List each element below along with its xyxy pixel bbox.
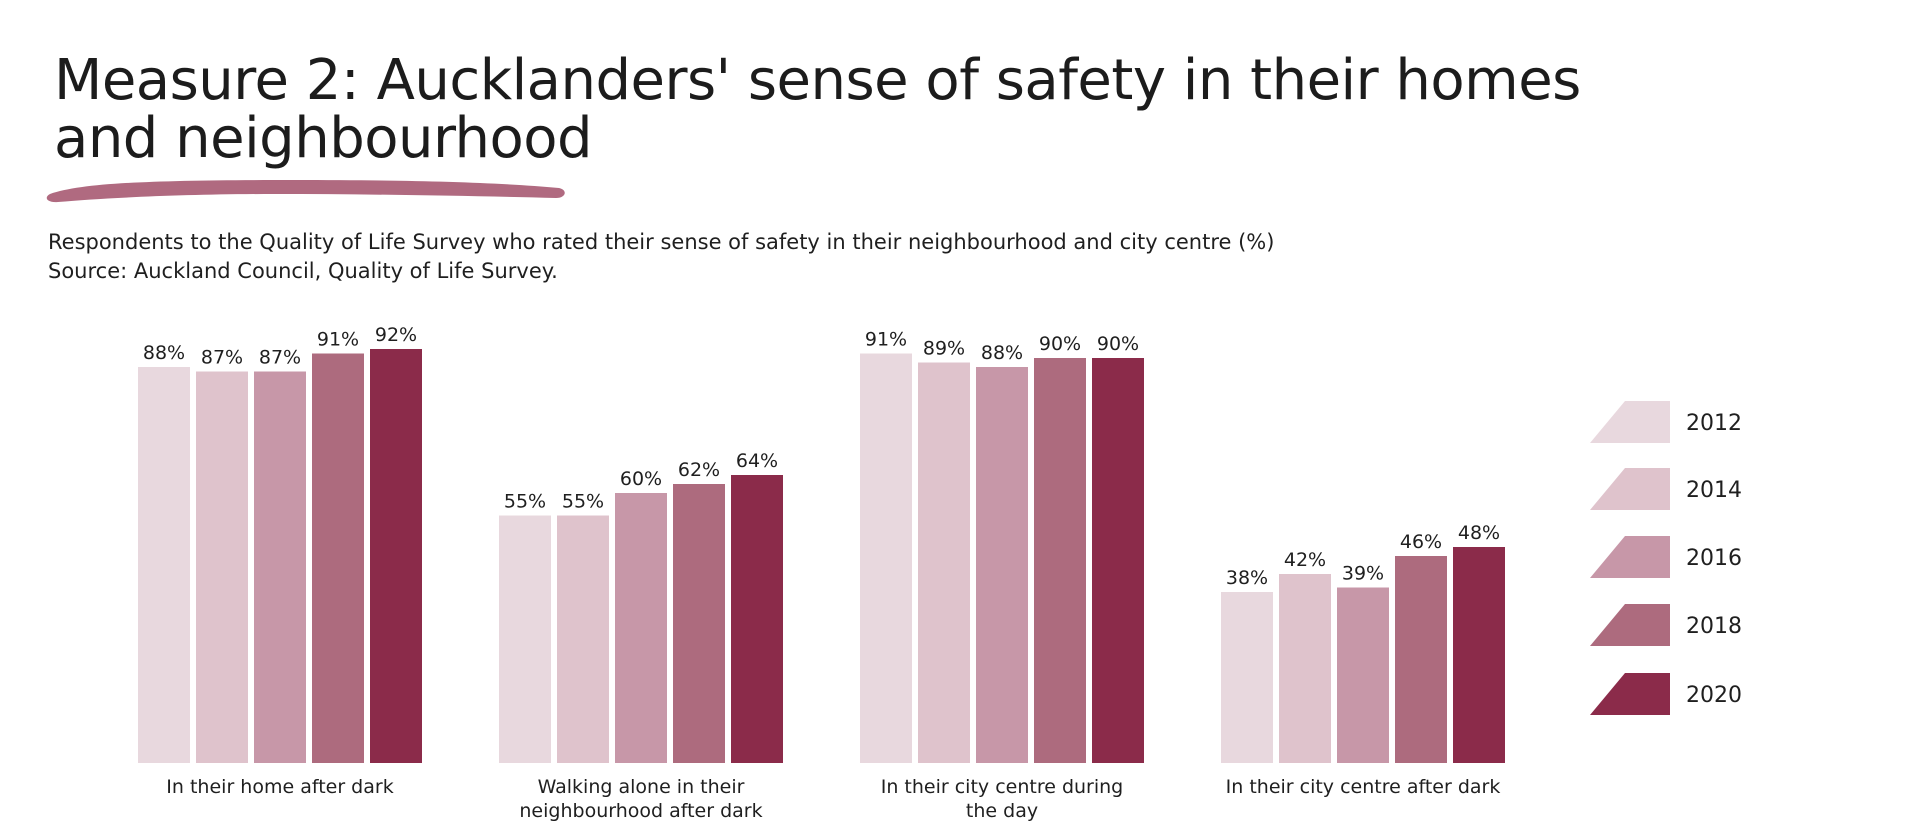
- legend-label-2020: 2020: [1686, 683, 1742, 708]
- bar-1-2012: [138, 367, 190, 763]
- bar-1-2014: [196, 371, 248, 763]
- data-label-4-2012: 38%: [1226, 567, 1268, 589]
- legend-swatch-2012: [1590, 401, 1670, 443]
- category-label-3: In their city centre during the day: [881, 776, 1124, 822]
- title-underline-swoosh: [46, 180, 565, 203]
- bar-2-2016: [615, 493, 667, 763]
- bar-3-2018: [1034, 358, 1086, 763]
- data-label-2-2014: 55%: [562, 491, 604, 513]
- bar-4-2018: [1395, 556, 1447, 763]
- legend-label-2018: 2018: [1686, 614, 1742, 639]
- bar-3-2014: [918, 362, 970, 763]
- data-label-2-2012: 55%: [504, 491, 546, 513]
- category-label-line: the day: [966, 800, 1038, 822]
- data-label-2-2018: 62%: [678, 459, 720, 481]
- bar-3-2020: [1092, 358, 1144, 763]
- data-label-3-2020: 90%: [1097, 333, 1139, 355]
- legend-swatch-2016: [1590, 536, 1670, 578]
- data-label-3-2014: 89%: [923, 338, 965, 360]
- bar-2-2018: [673, 484, 725, 763]
- category-label-2: Walking alone in their neighbourhood afte…: [519, 776, 762, 822]
- page-title: Measure 2: Aucklanders' sense of safety …: [54, 48, 1581, 171]
- legend-label-2014: 2014: [1686, 478, 1742, 503]
- legend-swatch-2020: [1590, 673, 1670, 715]
- category-label-1: In their home after dark: [166, 776, 393, 798]
- legend-label-2016: 2016: [1686, 546, 1742, 571]
- data-label-1-2020: 92%: [375, 324, 417, 346]
- chart-subtitle: Respondents to the Quality of Life Surve…: [48, 228, 1274, 286]
- data-label-4-2016: 39%: [1342, 563, 1384, 585]
- category-label-line: In their city centre after dark: [1226, 776, 1501, 798]
- category-label-line: neighbourhood after dark: [519, 800, 762, 822]
- category-label-line: Walking alone in their: [538, 776, 745, 798]
- bar-4-2014: [1279, 574, 1331, 763]
- data-label-1-2016: 87%: [259, 347, 301, 369]
- bar-2-2012: [499, 515, 551, 763]
- legend-swatch-2014: [1590, 468, 1670, 510]
- data-label-2-2016: 60%: [620, 468, 662, 490]
- bar-4-2012: [1221, 592, 1273, 763]
- bar-3-2012: [860, 353, 912, 763]
- data-label-3-2016: 88%: [981, 342, 1023, 364]
- bar-2-2014: [557, 515, 609, 763]
- bar-1-2018: [312, 353, 364, 763]
- data-label-1-2018: 91%: [317, 329, 359, 351]
- data-label-3-2012: 91%: [865, 329, 907, 351]
- legend-label-2012: 2012: [1686, 411, 1742, 436]
- subtitle-source: Source: Auckland Council, Quality of Lif…: [48, 259, 558, 283]
- data-label-1-2012: 88%: [143, 342, 185, 364]
- data-label-4-2014: 42%: [1284, 549, 1326, 571]
- bar-4-2016: [1337, 587, 1389, 763]
- bar-1-2016: [254, 371, 306, 763]
- subtitle-description: Respondents to the Quality of Life Surve…: [48, 230, 1275, 254]
- category-label-4: In their city centre after dark: [1226, 776, 1501, 798]
- bar-2-2020: [731, 475, 783, 763]
- legend-swatch-2018: [1590, 604, 1670, 646]
- data-label-1-2014: 87%: [201, 347, 243, 369]
- data-label-4-2018: 46%: [1400, 531, 1442, 553]
- data-label-2-2020: 64%: [736, 450, 778, 472]
- bar-1-2020: [370, 349, 422, 763]
- bar-3-2016: [976, 367, 1028, 763]
- bar-4-2020: [1453, 547, 1505, 763]
- category-label-line: In their city centre during: [881, 776, 1124, 798]
- data-label-4-2020: 48%: [1458, 522, 1500, 544]
- category-label-line: In their home after dark: [166, 776, 393, 798]
- data-label-3-2018: 90%: [1039, 333, 1081, 355]
